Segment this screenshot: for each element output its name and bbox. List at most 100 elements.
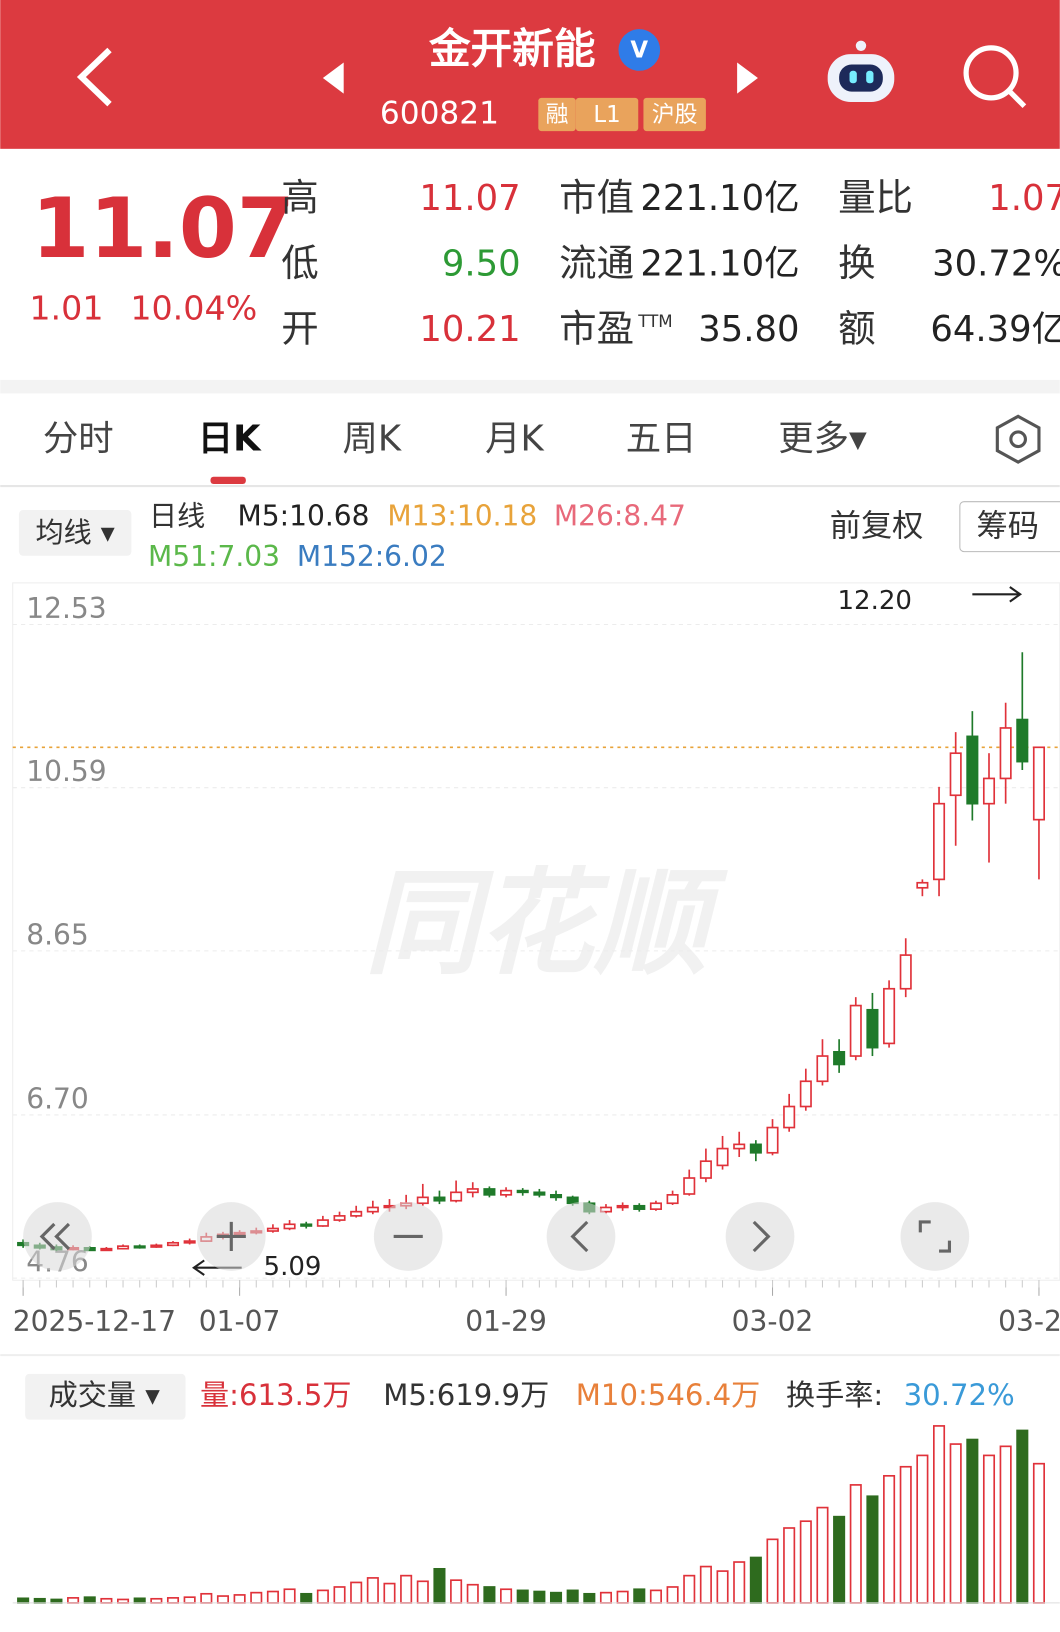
- tab[interactable]: 分时: [43, 418, 114, 459]
- badge-bg: [538, 97, 576, 132]
- volume-bar: [799, 1520, 812, 1604]
- candle-body: [833, 1050, 846, 1066]
- volume-bar: [483, 1586, 496, 1604]
- volume-bar: [833, 1515, 846, 1604]
- volume-selector-bg[interactable]: [25, 1373, 186, 1420]
- volume-bar: [749, 1556, 762, 1604]
- candle-body: [566, 1196, 579, 1205]
- field-label: 市盈: [559, 306, 634, 350]
- volume-bar: [300, 1592, 313, 1604]
- y-tick-label: 6.70: [26, 1082, 89, 1115]
- candle-body: [766, 1126, 779, 1154]
- volume-plot: 量:613.5万 M5:619.9万 M10:546.4万 换手率: 30.72%: [12, 1378, 1060, 1604]
- next-stock[interactable]: [737, 62, 758, 94]
- robot-icon[interactable]: [827, 40, 895, 102]
- volume-bar: [516, 1589, 529, 1604]
- volume-bar: [566, 1589, 579, 1604]
- back-button[interactable]: [76, 47, 112, 107]
- volume-bar: [100, 1597, 113, 1604]
- ma-legend-item: M51:7.03: [148, 540, 280, 573]
- volume-bar: [666, 1586, 679, 1604]
- high-annotation: 12.20: [837, 586, 911, 616]
- field-label: 高: [281, 175, 318, 219]
- tab[interactable]: 月K: [485, 418, 544, 459]
- badge: 融: [546, 102, 569, 128]
- volume-legend-item: 30.72%: [904, 1378, 1015, 1412]
- nav-left[interactable]: [546, 1202, 616, 1271]
- fullscreen[interactable]: [900, 1202, 970, 1271]
- volume-bar: [583, 1592, 596, 1604]
- volume-bar: [933, 1425, 946, 1604]
- volume-bar: [166, 1597, 180, 1604]
- volume-bar: [133, 1597, 146, 1604]
- field-value: 10.21: [419, 309, 520, 350]
- ma-legend-item: M13:10.18: [387, 499, 537, 532]
- nav-right[interactable]: [725, 1202, 795, 1271]
- active-tab-indicator: [210, 476, 246, 484]
- search-button[interactable]: [963, 45, 1027, 109]
- tab[interactable]: 五日: [626, 418, 697, 459]
- volume-bar: [783, 1527, 796, 1604]
- separator: [0, 379, 1060, 394]
- volume-bar: [33, 1597, 46, 1604]
- settings-icon[interactable]: [995, 414, 1041, 464]
- volume-bar: [366, 1577, 379, 1604]
- volume-bar: [416, 1580, 429, 1604]
- ma-legend-item: M5:10.68: [238, 499, 370, 532]
- volume-selector[interactable]: 成交量 ▾: [49, 1378, 161, 1412]
- volume-bar: [183, 1596, 196, 1604]
- volume-bar: [649, 1589, 662, 1604]
- candle-body: [716, 1147, 729, 1167]
- stock-name: 金开新能: [428, 24, 596, 73]
- field-value: 64.39亿: [930, 309, 1060, 350]
- candle-body: [466, 1188, 479, 1194]
- watermark: 同花顺: [365, 857, 729, 990]
- volume-bar: [200, 1592, 213, 1604]
- tab[interactable]: 更多▾: [778, 418, 867, 459]
- volume-bar: [83, 1596, 96, 1604]
- volume-bar: [433, 1567, 446, 1604]
- chips-button[interactable]: 筹码: [977, 509, 1039, 545]
- candle-body: [333, 1215, 346, 1221]
- volume-bar: [17, 1597, 30, 1604]
- tab[interactable]: 周K: [343, 418, 402, 459]
- tab[interactable]: 日K: [198, 418, 262, 459]
- chips-button-bg[interactable]: [959, 501, 1060, 553]
- volume-bar: [466, 1583, 479, 1604]
- candle-body: [633, 1204, 646, 1210]
- prev-stock[interactable]: [322, 62, 344, 94]
- candle-body: [350, 1210, 363, 1217]
- low-annotation: 5.09: [264, 1252, 322, 1282]
- candle-body: [433, 1196, 446, 1202]
- adjust-mode[interactable]: 前复权: [830, 509, 924, 545]
- ma-selector[interactable]: 均线 ▾: [36, 516, 116, 549]
- volume-bar: [1016, 1429, 1029, 1604]
- field-label: 市值: [559, 175, 634, 219]
- volume-bar: [866, 1495, 879, 1604]
- field-value: 35.80: [698, 309, 799, 350]
- field-value: 1.07: [988, 178, 1060, 219]
- volume-bar: [400, 1574, 413, 1604]
- volume-bar: [916, 1454, 929, 1604]
- ma-legend-item: M152:6.02: [297, 540, 447, 573]
- volume-bar: [316, 1589, 329, 1604]
- field-value: 11.07: [419, 178, 520, 219]
- badge: 沪股: [652, 102, 698, 128]
- volume-bar: [899, 1465, 912, 1604]
- volume-bar: [999, 1445, 1012, 1604]
- high-arrow: [972, 586, 1023, 603]
- candle-body: [982, 777, 996, 805]
- candle-body: [266, 1227, 279, 1232]
- candle-body: [100, 1247, 113, 1252]
- badge-bg: [575, 97, 639, 132]
- header-bar: [0, 0, 1060, 149]
- candle-body: [883, 987, 896, 1045]
- ma-legend-item: M26:8.47: [554, 499, 686, 532]
- y-tick-label: 10.59: [26, 755, 106, 788]
- volume-bar: [283, 1588, 296, 1604]
- volume-legend-item: M5:619.9万: [383, 1378, 549, 1412]
- ma-selector-bg[interactable]: [18, 510, 132, 556]
- field-label: 低: [281, 241, 318, 285]
